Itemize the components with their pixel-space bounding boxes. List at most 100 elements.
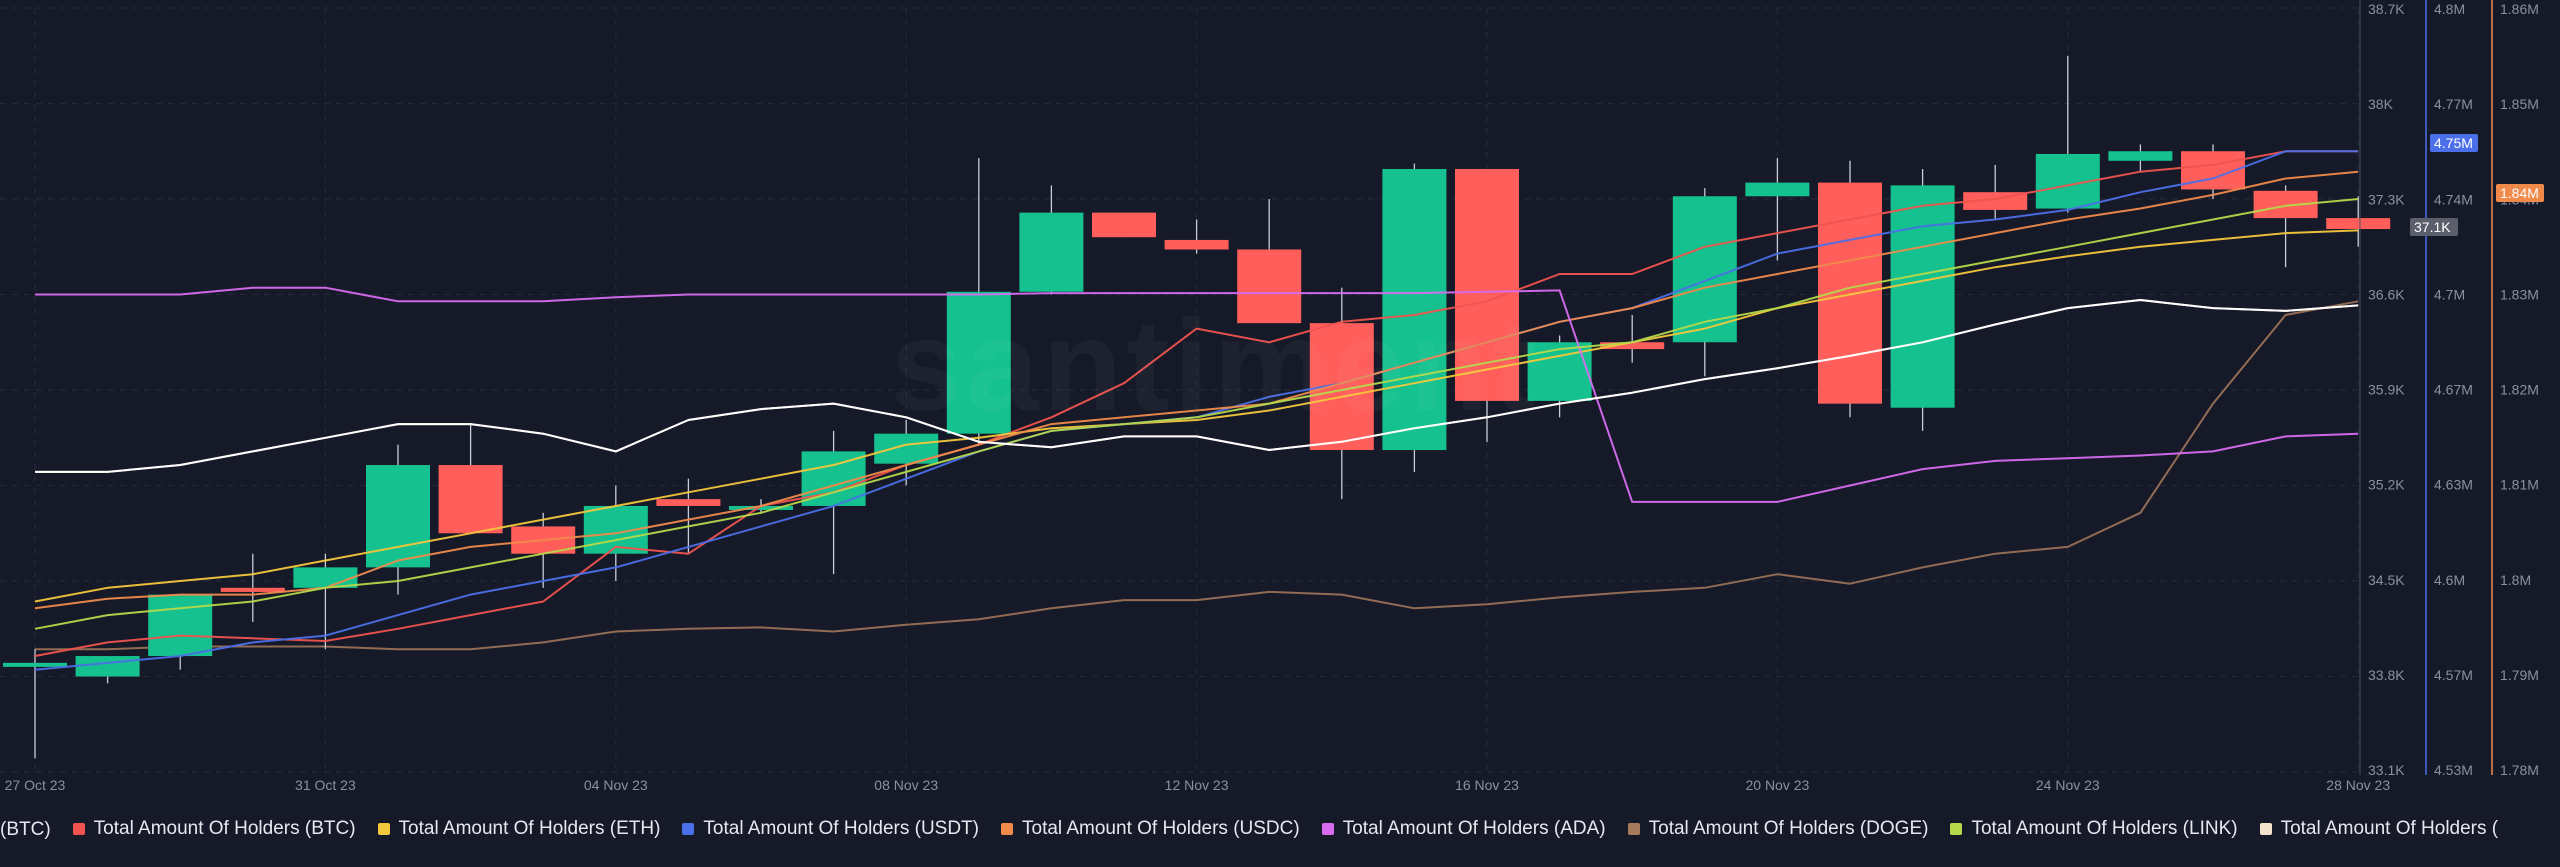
legend-swatch [377,823,390,835]
candle-up [1745,182,1810,197]
legend-label: Total Amount Of Holders (ADA) [1342,818,1606,839]
x-tick-label: 28 Nov 23 [2326,777,2390,793]
candle-up [1019,212,1084,292]
legend-item[interactable]: Total Amount Of Holders (ETH) [377,818,661,840]
x-tick-label: 16 Nov 23 [1455,777,1519,793]
candle-down [656,499,721,506]
candle-up [1672,196,1737,343]
series-line [35,299,2359,473]
holders-1-tick-label: 4.7M [2434,286,2465,302]
candle-up [1382,168,1447,451]
legend-swatch [1950,823,1963,835]
legend-swatch [1321,823,1334,835]
holders-2-tick-label: 1.81M [2500,477,2539,493]
x-tick-label: 27 Oct 23 [5,777,66,793]
candle-up [148,594,213,657]
holders-2-tick-label: 1.8M [2500,572,2531,588]
legend-item[interactable]: Total Amount Of Holders (ADA) [1321,818,1606,840]
holders-2-tick-label: 1.82M [2500,382,2539,398]
doge-holders-layer [35,300,2359,651]
candle-up [2108,151,2173,161]
legend-item[interactable]: Total Amount Of Holders (LINK) [1950,818,2238,840]
series-line [34,150,2359,657]
legend: (BTC) Total Amount Of Holders (BTC) Total … [0,818,2560,848]
holders-1-tick-label: 4.53M [2434,762,2473,778]
x-tick-label: 20 Nov 23 [1745,777,1809,793]
price-tick-label: 38.7K [2368,1,2405,17]
x-tick-label: 31 Oct 23 [295,777,356,793]
holders-1-tick-label: 4.74M [2434,191,2473,207]
candle-down [1600,342,1665,350]
price-tick-label: 36.6K [2368,286,2405,302]
price-chart: 38.7K 38K 37.3K 36.6K 35.9K 35.2K 34.5K 33.8K 33… [0,0,2544,793]
legend-label: Total Amount Of Holders (DOGE) [1648,818,1929,839]
legend-item[interactable]: Total Amount Of Holders (BTC) [72,818,356,840]
price-current-badge: 37.1K [2414,219,2451,235]
candle-up [729,505,793,510]
candle-down [220,587,285,592]
candle-up [75,656,140,677]
legend-item[interactable]: (BTC) [0,819,51,841]
candle-down [1164,239,1229,250]
holders-2-tick-label: 1.86M [2500,1,2539,17]
candle-down [1237,249,1302,324]
legend-label: Total Amount Of Holders (LINK) [1971,818,2238,839]
legend-swatch [2259,823,2272,835]
holders-2-tick-label: 1.85M [2500,96,2539,112]
price-tick-label: 34.5K [2368,572,2405,588]
series-line [34,170,2359,610]
candle-down [2326,218,2391,230]
x-tick-label: 04 Nov 23 [584,777,648,793]
candle-down [438,465,503,534]
legend-swatch [1001,823,1013,835]
candle-up [1890,185,1955,408]
price-tick-label: 33.8K [2368,667,2405,683]
holders-1-tick-label: 4.8M [2434,1,2465,17]
x-tick-label: 12 Nov 23 [1165,777,1229,793]
holders-1-current-badge: 4.75M [2434,135,2473,151]
legend-swatch [682,823,695,835]
holders-2-tick-label: 1.83M [2500,286,2539,302]
holder-lines-layer [34,150,2359,671]
holders-2-current-badge: 1.84M [2500,185,2539,201]
holders-2-tick-label: 1.79M [2500,667,2539,683]
x-tick-label: 08 Nov 23 [874,777,938,793]
x-tick-label: 24 Nov 23 [2036,777,2100,793]
legend-swatch [72,823,85,835]
legend-label: Total Amount Of Holders (ETH) [398,818,661,839]
legend-item[interactable]: Total Amount Of Holders ( [2259,818,2499,840]
holders-1-current-badge-bg [2430,134,2478,152]
legend-item[interactable]: Total Amount Of Holders (DOGE) [1627,818,1929,840]
legend-label: Total Amount Of Holders ( [2280,818,2499,839]
candles-layer [3,55,2391,759]
axes-layer: 38.7K 38K 37.3K 36.6K 35.9K 35.2K 34.5K 33.8K 33… [5,0,2544,793]
candle-down [1092,212,1156,238]
price-tick-label: 38K [2368,96,2394,112]
holders-1-tick-label: 4.6M [2434,572,2465,588]
candle-up [946,291,1011,434]
series-line [34,229,2359,603]
holders-1-tick-label: 4.57M [2434,667,2473,683]
series-line [34,198,2359,630]
holders-1-tick-label: 4.77M [2434,96,2473,112]
price-tick-label: 35.2K [2368,477,2405,493]
holders-2-tick-label: 1.78M [2500,762,2539,778]
legend-item[interactable]: Total Amount Of Holders (USDT) [682,818,979,840]
legend-label: Total Amount Of Holders (USDT) [703,818,979,839]
legend-swatch [1627,823,1640,835]
legend-label: Total Amount Of Holders (USDC) [1022,818,1300,839]
grid-lines [0,7,2359,773]
price-tick-label: 35.9K [2368,382,2405,398]
holders-2-current-badge-bg [2496,184,2544,202]
holders-1-tick-label: 4.67M [2434,382,2473,398]
price-current-badge-bg [2410,218,2458,236]
legend-item[interactable]: Total Amount Of Holders (USDC) [1001,818,1300,840]
legend-label: Total Amount Of Holders (BTC) [93,818,356,839]
price-tick-label: 33.1K [2368,762,2405,778]
series-line [35,286,2359,503]
candle-up [3,662,67,667]
holders-1-tick-label: 4.63M [2434,477,2473,493]
legend-label: (BTC) [0,819,51,840]
series-line [35,300,2359,651]
price-tick-label: 37.3K [2368,191,2405,207]
